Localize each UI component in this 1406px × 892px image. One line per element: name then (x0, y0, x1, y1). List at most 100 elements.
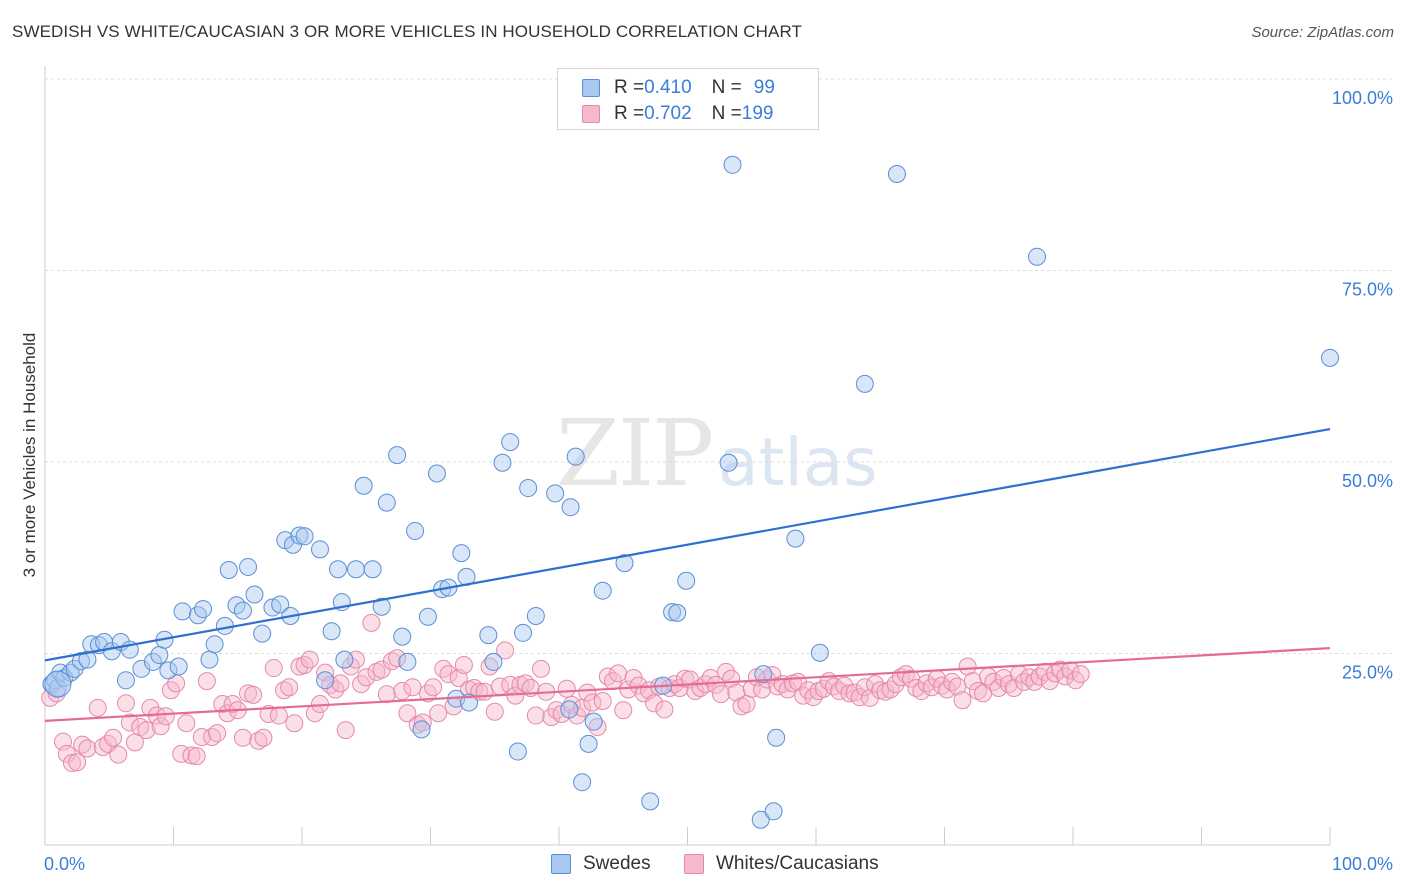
legend-r-value: 0.410 (644, 77, 692, 98)
pink-point (398, 704, 417, 723)
pink-point (208, 724, 227, 743)
pink-point (593, 691, 612, 710)
swedes-trend-line (44, 427, 1331, 662)
pink-point (192, 727, 211, 746)
blue-point (116, 671, 135, 690)
blue-point (393, 627, 412, 646)
pink-point (109, 745, 128, 764)
pink-point (382, 652, 401, 671)
whites-trend-line (44, 647, 1331, 723)
blue-point (668, 603, 687, 622)
blue-point (143, 652, 162, 671)
blue-point (245, 585, 264, 604)
legend-r-label: R = (614, 77, 645, 98)
blue-point (764, 802, 783, 821)
pink-point (485, 702, 504, 721)
blue-point (493, 453, 512, 472)
swedes-legend-label: Swedes (583, 853, 651, 874)
pink-point (984, 672, 1003, 691)
blue-point (310, 540, 329, 559)
blue-point (810, 643, 829, 662)
pink-point (429, 704, 448, 723)
pink-point (675, 669, 694, 688)
blue-point (205, 635, 224, 654)
blue-point (239, 557, 258, 576)
pink-point (526, 706, 545, 725)
pink-point (413, 713, 432, 732)
pink-point (609, 664, 628, 683)
blue-point-cluster (44, 670, 72, 698)
blue-point (354, 476, 373, 495)
legend-n-value: 99 (753, 77, 775, 98)
blue-point (460, 693, 479, 712)
blue-point (767, 728, 786, 747)
axes (44, 66, 1331, 846)
blue-point (253, 624, 272, 643)
pink-point (78, 739, 97, 758)
pink-point (532, 659, 551, 678)
legend-swatch-blue (582, 79, 600, 97)
pink-point (223, 695, 242, 714)
pink-point (197, 672, 216, 691)
pink-point (393, 682, 412, 701)
blue-point (322, 622, 341, 641)
chart-title: SWEDISH VS WHITE/CAUCASIAN 3 OR MORE VEH… (12, 22, 803, 41)
blue-point (363, 560, 382, 579)
correlation-legend: R = 0.410 N = 99 R = 0.702 N = 199 (557, 68, 819, 130)
pink-point (424, 678, 443, 697)
blue-point (78, 650, 97, 669)
blue-point (786, 529, 805, 548)
pink-point (711, 685, 730, 704)
pink-point (686, 682, 705, 701)
blue-point (723, 155, 742, 174)
blue-point (754, 665, 773, 684)
blue-point (346, 560, 365, 579)
blue-point (887, 164, 906, 183)
pink-point (619, 680, 638, 699)
pink-point (377, 685, 396, 704)
pink-point (141, 698, 160, 717)
pink-point (362, 613, 381, 632)
pink-point (860, 688, 879, 707)
pink-point (1066, 671, 1085, 690)
pink-point (388, 649, 407, 668)
blue-point (501, 433, 520, 452)
y-tick-label: 75.0% (1342, 280, 1393, 300)
pink-point (1056, 667, 1075, 686)
pink-point (881, 680, 900, 699)
pink-point (727, 683, 746, 702)
trend-lines (44, 427, 1331, 723)
watermark-zip: ZIP (556, 400, 714, 507)
blue-point (526, 606, 545, 625)
pink-point (958, 657, 977, 676)
pink-point (331, 674, 350, 693)
pink-point (244, 685, 263, 704)
blue-point (71, 652, 90, 671)
blue-point (579, 734, 598, 753)
pink-point (275, 681, 294, 700)
pink-point (269, 706, 288, 725)
blue-point (388, 446, 407, 465)
pink-point (496, 641, 515, 660)
legend-swatch-pink (582, 105, 600, 123)
pink-point (93, 737, 112, 756)
pink-point (655, 700, 674, 719)
blue-point (412, 720, 431, 739)
pink-point (249, 731, 268, 750)
pink-point (439, 665, 458, 684)
pink-point (280, 678, 299, 697)
y-axis-label: 3 or more Vehicles in Household (20, 332, 39, 578)
legend-n-value: 199 (741, 103, 774, 124)
blue-point (452, 544, 471, 563)
blue-point (372, 597, 391, 616)
pink-point (264, 659, 283, 678)
pink-point (326, 680, 345, 699)
source-label: Source: ZipAtlas.com (1251, 24, 1394, 41)
blue-point (546, 484, 565, 503)
pink-point (557, 679, 576, 698)
bottom-legend-swedes: Swedes (551, 852, 651, 876)
pink-point (434, 659, 453, 678)
blue-point (295, 527, 314, 546)
pink-point (116, 694, 135, 713)
